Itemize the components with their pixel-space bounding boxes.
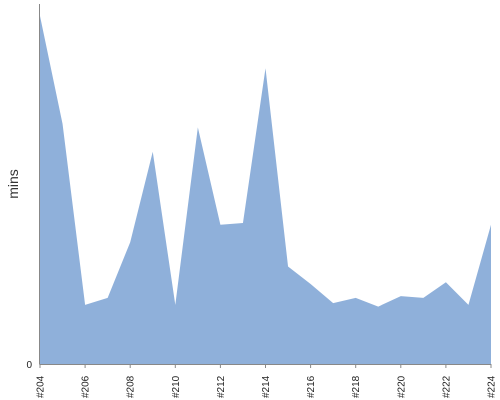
area-series: [40, 16, 491, 364]
x-axis-ticks: #204 #206 #208 #210 #212 #214 #216 #218 #220 #222…: [36, 364, 498, 398]
x-tick-label: #212: [216, 375, 227, 398]
x-tick-label: #218: [351, 375, 362, 398]
x-tick-label: #216: [306, 375, 317, 398]
x-tick-label: #224: [487, 375, 498, 398]
y-axis-ticks: 0: [26, 360, 32, 371]
y-tick-label: 0: [26, 360, 32, 371]
plot-area: [40, 16, 491, 364]
x-tick-label: #214: [261, 375, 272, 398]
x-tick-label: #208: [126, 375, 137, 398]
x-tick-label: #220: [396, 375, 407, 398]
x-tick-label: #206: [81, 375, 92, 398]
y-axis-label: mins: [5, 169, 21, 199]
x-tick-label: #204: [36, 375, 47, 398]
x-tick-label: #210: [171, 375, 182, 398]
x-tick-label: #222: [441, 375, 452, 398]
